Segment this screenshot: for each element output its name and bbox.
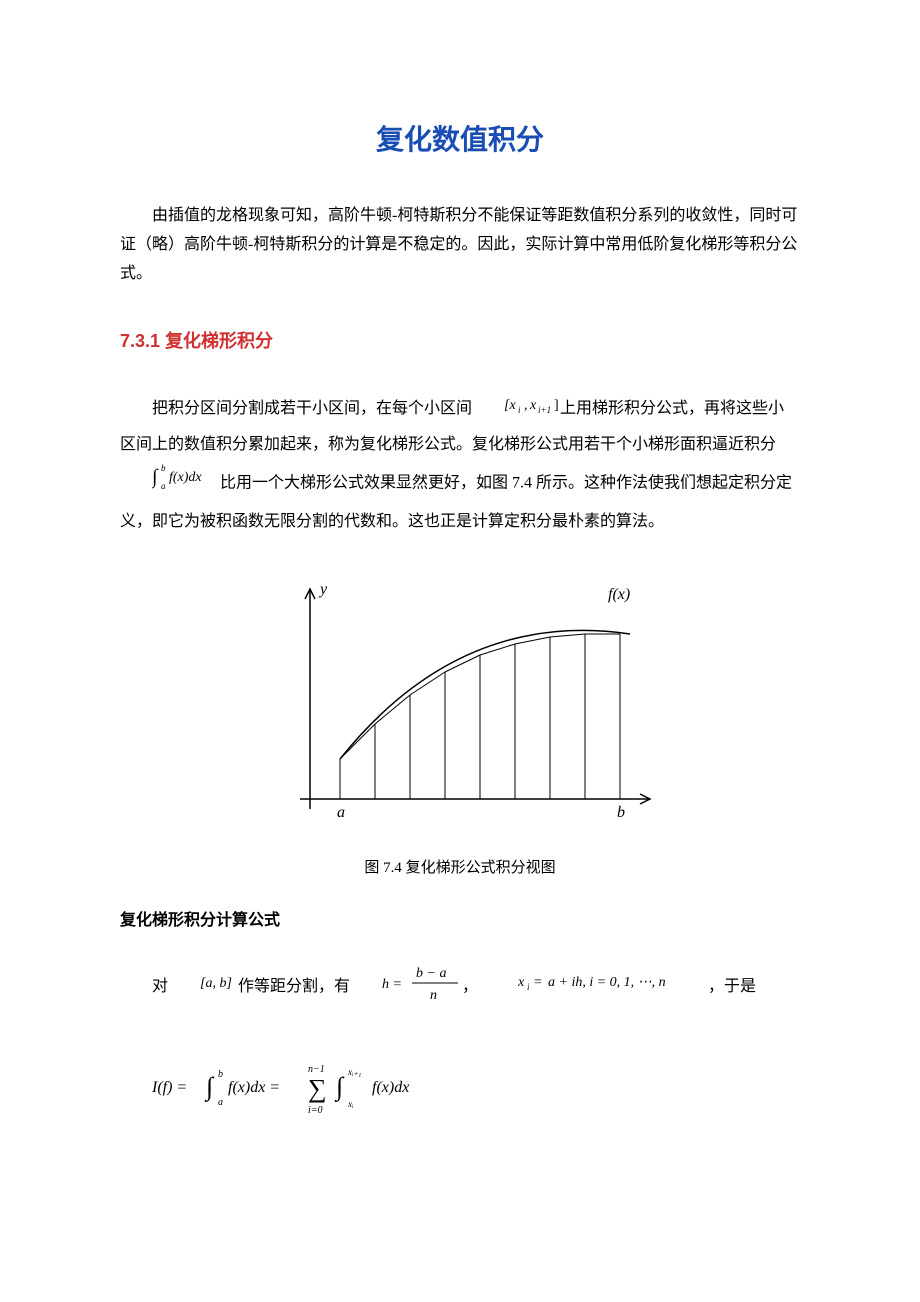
svg-text:i=0: i=0 (308, 1105, 323, 1116)
svg-text:b: b (218, 1069, 223, 1080)
intro-paragraph: 由插值的龙格现象可知，高阶牛顿-柯特斯积分不能保证等距数值积分系列的收敛性，同时… (120, 202, 800, 288)
page-title: 复化数值积分 (120, 120, 800, 162)
svg-text:]: ] (554, 398, 559, 413)
svg-text:xᵢ: xᵢ (347, 1099, 354, 1109)
math-integral: ∫ a b f(x)dx (120, 463, 220, 504)
y-axis-label: y (318, 581, 328, 598)
body-paragraph-1: 把积分区间分割成若干小区间，在每个小区间 [x i , x i+1 ] 上用梯形… (120, 391, 800, 538)
a-label: a (337, 804, 345, 821)
svg-text:i: i (518, 405, 521, 414)
svg-text:∑: ∑ (308, 1074, 327, 1103)
svg-text:∫: ∫ (152, 466, 159, 489)
trapezoid-diagram: y f(x) a b (260, 569, 660, 829)
svg-text:a + ih, i = 0, 1, ⋯, n: a + ih, i = 0, 1, ⋯, n (548, 975, 666, 990)
svg-text:,: , (524, 398, 528, 413)
formula-line: 对 [a, b] 作等距分割，有 h = b − a n ， x i = a +… (120, 963, 800, 1016)
text-run: ，于是 (708, 978, 756, 995)
svg-text:f(x)dx: f(x)dx (372, 1079, 409, 1096)
text-sep: ， (462, 978, 478, 995)
svg-text:[a, b]: [a, b] (200, 976, 232, 991)
text-run: 把积分区间分割成若干小区间，在每个小区间 (152, 400, 472, 417)
svg-text:i+1: i+1 (538, 405, 551, 414)
math-ab: [a, b] (168, 970, 238, 1005)
math-h: h = b − a n (350, 963, 462, 1016)
svg-text:x: x (518, 975, 525, 990)
display-equation: I(f) = ∫ a b f(x)dx = ∑ n−1 i=0 ∫ xᵢ xᵢ₊… (152, 1057, 800, 1125)
figure-trapezoid: y f(x) a b (120, 569, 800, 837)
svg-text:b: b (161, 463, 166, 473)
fx-label: f(x) (608, 586, 630, 603)
svg-text:h =: h = (382, 977, 402, 992)
svg-text:[x: [x (504, 398, 516, 413)
section-number: 7.3.1 (120, 331, 160, 351)
svg-text:x: x (529, 398, 537, 413)
svg-text:=: = (534, 975, 542, 990)
math-interval: [x i , x i+1 ] (472, 392, 560, 427)
svg-text:∫: ∫ (334, 1072, 345, 1102)
svg-text:b − a: b − a (416, 966, 446, 981)
svg-text:xᵢ₊₁: xᵢ₊₁ (347, 1067, 361, 1077)
math-xi: x i = a + ih, i = 0, 1, ⋯, n (486, 970, 708, 1005)
svg-text:I(f) =: I(f) = (152, 1079, 187, 1096)
text-run: 作等距分割，有 (238, 978, 350, 995)
svg-text:f(x)dx: f(x)dx (169, 470, 202, 485)
figure-caption: 图 7.4 复化梯形公式积分视图 (120, 857, 800, 880)
text-run: 比用一个大梯形公式效果显然更好，如图 7.4 所示。这种作法使我们想起定积分定义… (120, 474, 792, 530)
section-heading: 7.3.1 复化梯形积分 (120, 328, 800, 355)
svg-text:f(x)dx =: f(x)dx = (228, 1079, 280, 1096)
svg-text:n−1: n−1 (308, 1064, 325, 1075)
b-label: b (617, 804, 625, 821)
svg-text:∫: ∫ (204, 1072, 215, 1102)
sub-heading: 复化梯形积分计算公式 (120, 909, 800, 933)
svg-text:n: n (430, 988, 437, 1003)
svg-text:i: i (527, 982, 530, 992)
svg-text:a: a (161, 481, 166, 491)
svg-text:a: a (218, 1097, 223, 1108)
section-title: 复化梯形积分 (165, 331, 273, 351)
text-run: 对 (152, 978, 168, 995)
